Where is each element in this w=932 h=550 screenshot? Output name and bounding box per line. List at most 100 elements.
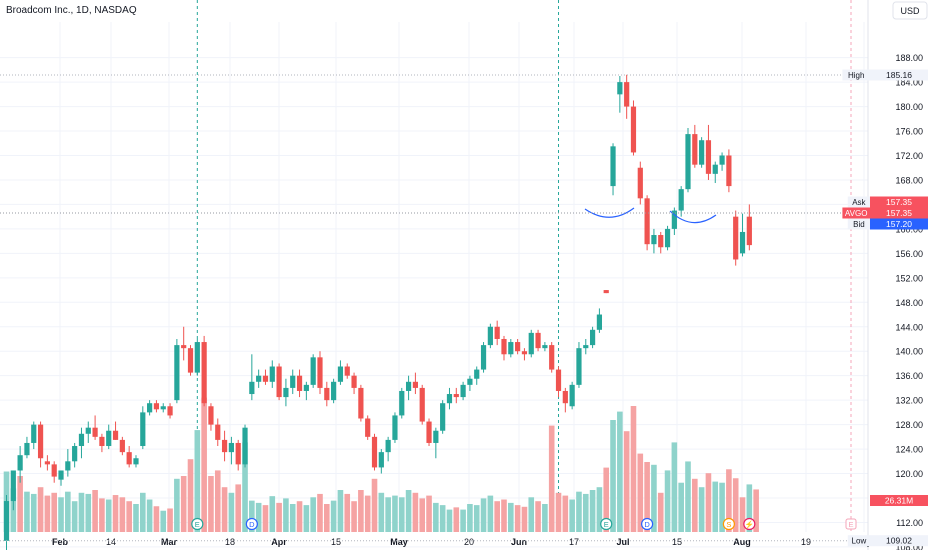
candle bbox=[515, 338, 521, 355]
volume-bar bbox=[610, 420, 616, 532]
volume-bar bbox=[221, 487, 228, 532]
candle bbox=[215, 418, 221, 447]
candle-body bbox=[337, 366, 344, 382]
volume-bar bbox=[317, 493, 323, 532]
price-tick-label: 156.00 bbox=[895, 249, 923, 259]
volume-bar bbox=[446, 509, 453, 532]
low-tag-value: 109.02 bbox=[886, 536, 912, 546]
candle-body bbox=[181, 345, 187, 349]
candle bbox=[371, 433, 378, 471]
volume-bars bbox=[3, 397, 759, 532]
volume-bar bbox=[726, 469, 732, 532]
high-tag-label-bg bbox=[842, 69, 870, 81]
volume-bar bbox=[296, 501, 303, 532]
candle-body bbox=[515, 342, 521, 352]
marker-label: D bbox=[644, 520, 650, 529]
candle bbox=[419, 384, 425, 425]
volume-bar bbox=[214, 470, 221, 532]
candle bbox=[228, 436, 234, 465]
low-tag-label-bg bbox=[847, 535, 870, 547]
candle bbox=[678, 186, 684, 217]
time-tick-label: 17 bbox=[569, 537, 579, 547]
volume-bar bbox=[678, 482, 684, 532]
chart-title: Broadcom Inc., 1D, NASDAQ bbox=[6, 5, 137, 16]
volume-bar bbox=[671, 442, 678, 532]
high-tag-label: High bbox=[848, 71, 864, 80]
volume-bar bbox=[105, 499, 112, 532]
volume-bar bbox=[582, 493, 589, 532]
candle bbox=[147, 400, 153, 416]
candle-body bbox=[208, 406, 214, 425]
marker-badge bbox=[600, 517, 613, 531]
candle-body bbox=[228, 442, 234, 453]
candle bbox=[719, 152, 725, 171]
price-axis[interactable]: 104.00108.00112.00116.00120.00124.00128.… bbox=[867, 0, 923, 550]
currency-button[interactable]: USD bbox=[892, 1, 928, 20]
volume-bar bbox=[487, 495, 494, 532]
time-tick-label: Jul bbox=[616, 537, 629, 547]
time-tick-label: Feb bbox=[52, 537, 69, 547]
dividend-marker[interactable]: D bbox=[641, 517, 654, 531]
marker-label: E bbox=[848, 520, 853, 529]
volume-bar bbox=[480, 498, 487, 532]
candle bbox=[337, 360, 344, 385]
volume-bar bbox=[739, 497, 746, 532]
candle bbox=[92, 415, 98, 440]
candle-body bbox=[699, 140, 705, 165]
volume-bar bbox=[630, 406, 637, 532]
candle-body bbox=[221, 439, 228, 453]
candle bbox=[705, 124, 712, 180]
earnings-marker[interactable]: E bbox=[191, 517, 204, 531]
candle bbox=[726, 149, 732, 193]
candle-body bbox=[644, 198, 650, 245]
candle bbox=[528, 329, 534, 358]
low-tag: Low 109.02 bbox=[847, 535, 928, 547]
candle bbox=[58, 470, 64, 486]
volume-bar bbox=[85, 493, 92, 532]
future-earnings-marker[interactable]: E bbox=[845, 518, 857, 530]
candle-body bbox=[256, 375, 262, 382]
candle bbox=[494, 320, 500, 346]
candle bbox=[283, 378, 289, 407]
candle-body bbox=[746, 216, 752, 246]
candle-body bbox=[303, 384, 309, 391]
news-marker[interactable]: ⚡ bbox=[743, 517, 756, 531]
price-tick-label: 152.00 bbox=[895, 273, 923, 283]
candle-body bbox=[187, 348, 194, 373]
volume-bar bbox=[623, 431, 630, 532]
candle bbox=[664, 225, 671, 251]
volume-bar bbox=[596, 487, 603, 532]
volume-bar bbox=[548, 425, 555, 532]
candle bbox=[460, 381, 466, 401]
candle-body bbox=[283, 387, 289, 398]
candle bbox=[126, 446, 132, 468]
volume-bar bbox=[174, 478, 180, 532]
volume-bar bbox=[569, 499, 575, 532]
candle bbox=[344, 363, 350, 379]
candle bbox=[133, 455, 139, 468]
price-tick-label: 184.00 bbox=[895, 78, 923, 88]
candle-body bbox=[692, 134, 698, 165]
candle bbox=[671, 207, 677, 236]
candle bbox=[467, 375, 473, 391]
price-tags: High 185.16 Ask 157.35 AVGO 157.35 Bid 157.20 Lo… bbox=[0, 69, 928, 547]
dividend-marker[interactable]: D bbox=[245, 517, 258, 531]
candle bbox=[317, 351, 323, 395]
candle bbox=[739, 213, 746, 257]
volume-bar bbox=[17, 476, 23, 532]
candle-body bbox=[92, 427, 98, 437]
candle-body bbox=[549, 345, 555, 370]
split-marker[interactable]: S bbox=[722, 517, 735, 531]
candle bbox=[508, 338, 514, 358]
event-markers[interactable]: E D E D S ⚡ E bbox=[191, 517, 857, 531]
earnings-marker[interactable]: E bbox=[600, 517, 613, 531]
candle bbox=[733, 210, 739, 266]
candle bbox=[474, 366, 480, 385]
candle bbox=[651, 228, 657, 254]
volume-bar bbox=[698, 487, 705, 532]
marker-label: D bbox=[249, 520, 255, 529]
time-axis[interactable]: Feb14Mar18Apr15May20Jun17Jul15Aug19Sep bbox=[52, 537, 873, 547]
candle-body bbox=[501, 338, 507, 355]
time-tick-label: 15 bbox=[331, 537, 341, 547]
